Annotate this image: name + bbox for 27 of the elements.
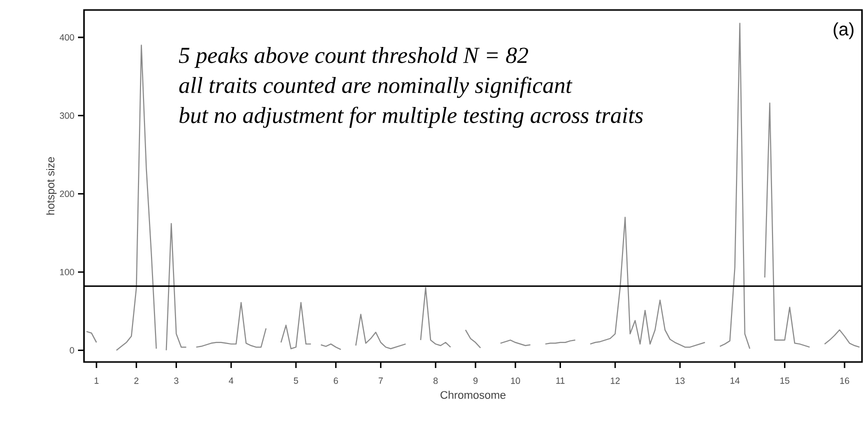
x-axis-title: Chromosome	[440, 390, 506, 399]
x-tick-label: 12	[610, 378, 620, 384]
annotation: 5 peaks above count threshold N = 82	[178, 46, 528, 68]
x-tick-label: 15	[780, 378, 790, 384]
x-tick-label: 11	[556, 378, 565, 384]
x-tick-label: 9	[473, 378, 478, 384]
y-tick-label: 200	[60, 190, 74, 198]
x-tick-label: 4	[228, 378, 234, 384]
y-tick-label: 100	[60, 268, 74, 276]
annotation: (a)	[834, 22, 854, 40]
y-tick-label: 0	[70, 347, 74, 354]
y-tick-label: 300	[60, 112, 74, 119]
x-tick-label: 8	[433, 378, 438, 384]
annotation: all traits counted are nominally significant	[179, 76, 572, 98]
annotation: but no adjustment for multiple testing across traits	[179, 106, 643, 128]
x-tick-label: 2	[134, 378, 138, 384]
x-tick-label: 10	[511, 378, 520, 384]
x-tick-label: 16	[840, 378, 850, 384]
y-tick-label: 400	[60, 34, 74, 41]
x-tick-label: 1	[94, 378, 99, 384]
x-tick-label: 13	[676, 378, 685, 384]
x-tick-label: 6	[334, 378, 338, 384]
x-tick-label: 14	[730, 378, 740, 384]
x-tick-label: 5	[294, 378, 298, 384]
x-tick-label: 7	[378, 378, 383, 384]
y-axis-title: hotspot size	[46, 157, 57, 215]
x-tick-label: 3	[174, 378, 178, 384]
